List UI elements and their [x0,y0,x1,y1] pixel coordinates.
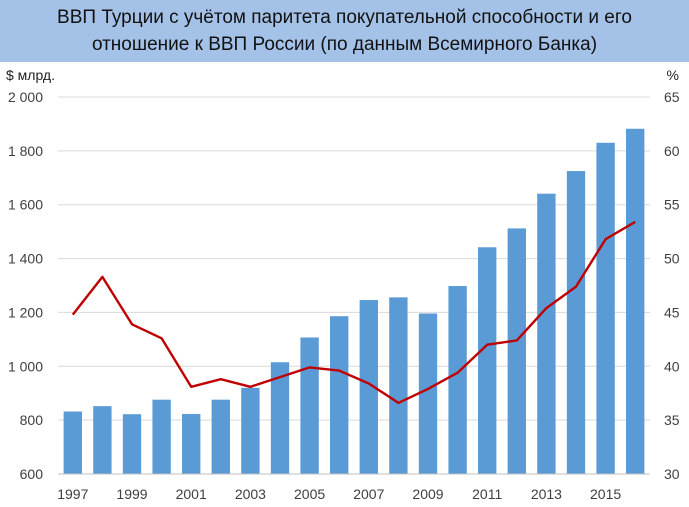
bar-2000 [152,399,171,474]
y-right-tick-label: 60 [664,143,680,159]
y-right-tick-label: 65 [664,89,680,105]
bar-2002 [211,399,230,474]
bar-2015 [596,142,615,474]
bar-1997 [63,411,82,474]
chart-title-line-1: ВВП Турции с учётом паритета покупательн… [57,7,632,28]
y-left-tick-label: 1 600 [8,197,43,213]
y-left-unit-label: $ млрд. [6,67,55,83]
x-tick-label: 2009 [412,486,443,502]
y-left-tick-label: 800 [20,412,44,428]
x-tick-label: 2013 [531,486,562,502]
ratio-line [71,220,636,405]
y-right-unit-label: % [667,67,679,83]
bar-2009 [418,313,438,474]
x-tick-label: 1997 [57,486,88,502]
bar-2004 [270,362,290,474]
bar-1998 [93,406,112,474]
x-tick-label: 2001 [176,486,207,502]
x-tick-label: 2005 [294,486,325,502]
x-tick-label: 1999 [116,486,147,502]
grid-lines [58,96,650,475]
y-right-tick-label: 55 [664,197,680,213]
chart-title: ВВП Турции с учётом паритета покупательн… [0,0,689,62]
bar-2010 [448,286,467,474]
y-right-tick-label: 40 [664,358,680,374]
bar-2014 [566,171,586,474]
y-right-tick-label: 30 [664,466,680,482]
y-right-tick-label: 35 [664,412,680,428]
x-tick-label: 2007 [353,486,384,502]
line-series [71,220,636,405]
x-tick-label: 2003 [235,486,266,502]
y-left-tick-label: 1 200 [8,304,43,320]
bar-2005 [300,337,319,474]
y-left-tick-label: 2 000 [8,89,43,105]
y-left-tick-label: 1 000 [8,358,43,374]
x-tick-label: 2015 [590,486,621,502]
y-left-tick-label: 1 400 [8,251,43,267]
y-left-tick-label: 1 800 [8,143,43,159]
bar-2006 [330,316,349,474]
y-left-tick-label: 600 [20,466,44,482]
y-right-tick-label: 45 [664,304,680,320]
x-tick-label: 2011 [472,486,502,502]
axes: $ млрд. % 600 30 800 35 1 000 40 1 200 45 1 400 5… [6,67,680,502]
bar-2013 [537,193,556,474]
y-right-tick-label: 50 [664,251,680,267]
chart-title-line-2: отношение к ВВП России (по данным Всемир… [91,34,598,55]
bar-2012 [507,228,526,474]
bar-2008 [389,297,408,474]
bar-2003 [241,387,260,474]
bar-2007 [359,300,378,474]
bar-series [63,128,645,475]
bar-2016 [626,128,645,475]
bar-1999 [122,414,142,474]
bar-2011 [478,247,497,474]
bar-2001 [182,413,201,474]
